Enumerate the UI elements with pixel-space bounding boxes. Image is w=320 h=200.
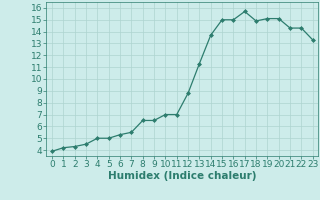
- X-axis label: Humidex (Indice chaleur): Humidex (Indice chaleur): [108, 171, 257, 181]
